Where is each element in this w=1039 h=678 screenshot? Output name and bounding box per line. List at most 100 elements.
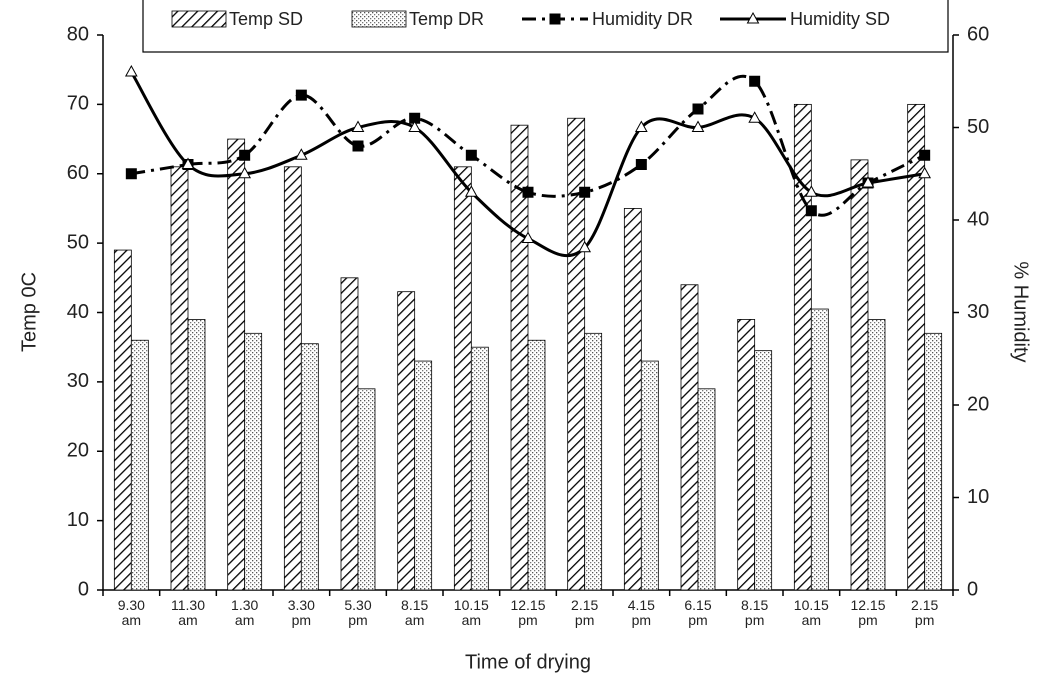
marker: [124, 64, 138, 77]
bar: [187, 319, 206, 591]
marker: [464, 185, 478, 197]
y-tick-label: 30: [67, 370, 89, 392]
marker: [579, 186, 591, 198]
marker: [239, 149, 251, 161]
x-tick-label: 12.15 pm: [850, 597, 886, 628]
y2-axis-title: % Humidity: [1010, 261, 1032, 362]
y2-tick-label: 60: [967, 23, 989, 45]
marker: [749, 75, 761, 87]
x-tick-label: 1.30 am: [231, 597, 259, 628]
marker: [692, 103, 704, 115]
x-tick-label: 12.15 pm: [510, 597, 546, 628]
x-tick-label: 9.30 am: [117, 597, 145, 628]
marker: [352, 140, 364, 152]
y-tick-label: 40: [67, 301, 89, 323]
y2-tick-label: 40: [967, 208, 989, 230]
bar: [924, 332, 943, 591]
y2-tick-label: 50: [967, 116, 989, 138]
x-tick-label: 2.15 pm: [911, 597, 939, 628]
bar: [130, 339, 149, 591]
bar: [867, 319, 886, 591]
marker: [804, 185, 818, 197]
bar: [754, 350, 773, 591]
bar: [244, 332, 263, 591]
legend-swatch: [351, 10, 407, 28]
bar: [623, 208, 642, 591]
x-tick-label: 6.15 pm: [684, 597, 712, 628]
bar: [850, 159, 869, 591]
y-tick-label: 50: [67, 231, 89, 253]
marker: [351, 120, 365, 132]
x-axis-title: Time of drying: [465, 651, 591, 673]
marker: [125, 168, 137, 180]
bar: [300, 343, 319, 591]
marker: [691, 120, 705, 132]
marker: [578, 240, 592, 253]
x-tick-label: 3.30 pm: [287, 597, 315, 628]
legend-marker: [746, 11, 760, 24]
x-tick-label: 8.15 pm: [741, 597, 769, 628]
legend-box: [142, 0, 949, 53]
x-tick-label: 11.30 am: [171, 597, 205, 628]
bar: [283, 166, 302, 591]
bar: [680, 284, 699, 591]
y2-tick-label: 20: [967, 393, 989, 415]
bar: [640, 360, 659, 591]
y-tick-label: 80: [67, 23, 89, 45]
marker: [408, 120, 422, 132]
bar: [810, 308, 829, 591]
y2-tick-label: 0: [967, 578, 978, 600]
marker: [861, 175, 875, 188]
marker: [634, 120, 648, 132]
bar: [527, 339, 546, 591]
legend-label: Temp DR: [409, 9, 484, 29]
bar: [453, 166, 472, 591]
legend-marker: [549, 13, 561, 25]
bar: [170, 166, 189, 591]
bar: [227, 138, 246, 591]
legend-swatch: [171, 10, 227, 28]
legend-label: Temp SD: [229, 9, 303, 29]
bar: [414, 360, 433, 591]
y2-tick-label: 10: [967, 486, 989, 508]
bar: [397, 291, 416, 591]
x-tick-label: 8.15 am: [401, 597, 429, 628]
y2-tick-label: 30: [967, 301, 989, 323]
y-axis-title: Temp 0C: [18, 272, 40, 352]
y-tick-label: 60: [67, 162, 89, 184]
x-tick-label: 4.15 pm: [627, 597, 655, 628]
marker: [295, 89, 307, 101]
marker: [181, 157, 195, 169]
marker: [409, 112, 421, 124]
marker: [918, 166, 932, 179]
legend-label: Humidity DR: [592, 9, 693, 29]
marker: [805, 205, 817, 217]
y-tick-label: 20: [67, 440, 89, 462]
bar: [737, 319, 756, 591]
marker: [238, 166, 252, 179]
marker: [635, 159, 647, 170]
bar: [584, 332, 603, 591]
marker: [521, 231, 535, 243]
y-tick-label: 10: [67, 509, 89, 531]
legend-label: Humidity SD: [790, 9, 890, 29]
marker: [465, 149, 477, 161]
x-tick-label: 10.15 am: [453, 597, 489, 628]
line: [131, 74, 926, 217]
marker: [748, 111, 762, 123]
bar: [340, 277, 359, 591]
bar: [470, 346, 489, 591]
bar: [357, 388, 376, 591]
bar: [113, 249, 132, 591]
marker: [294, 148, 308, 160]
x-tick-label: 5.30 pm: [344, 597, 372, 628]
marker: [919, 149, 931, 161]
marker: [522, 186, 534, 198]
y-tick-label: 0: [78, 578, 89, 600]
x-tick-label: 10.15 am: [793, 597, 829, 628]
x-tick-label: 2.15 pm: [571, 597, 599, 628]
y-tick-label: 70: [67, 93, 89, 115]
bar: [697, 388, 716, 591]
